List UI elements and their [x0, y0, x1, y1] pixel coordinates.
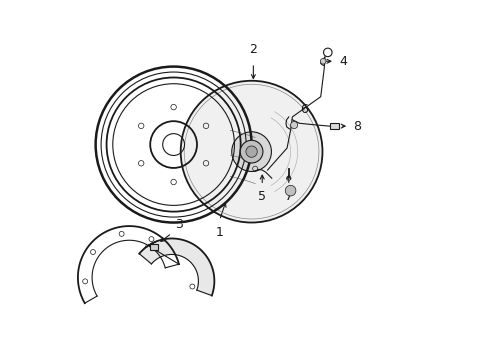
Circle shape: [290, 122, 297, 129]
Circle shape: [181, 81, 322, 222]
Circle shape: [285, 185, 295, 196]
Text: 4: 4: [339, 55, 346, 68]
Polygon shape: [139, 238, 214, 296]
Text: 6: 6: [300, 103, 307, 116]
Text: 3: 3: [175, 219, 183, 231]
Text: 8: 8: [353, 120, 361, 132]
FancyBboxPatch shape: [329, 123, 339, 129]
Text: 2: 2: [249, 43, 257, 56]
FancyBboxPatch shape: [149, 244, 158, 250]
Text: 5: 5: [258, 190, 265, 203]
Circle shape: [320, 58, 325, 64]
Text: 1: 1: [215, 226, 223, 239]
Circle shape: [240, 140, 263, 163]
Text: 7: 7: [284, 190, 292, 203]
Circle shape: [231, 132, 271, 171]
Circle shape: [245, 146, 257, 157]
